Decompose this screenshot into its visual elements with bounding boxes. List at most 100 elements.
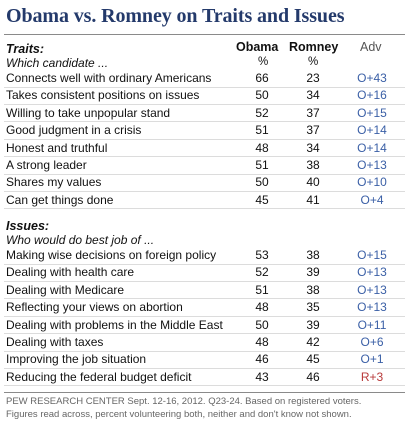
advantage-value: O+43 <box>357 71 387 85</box>
obama-value: 66 <box>255 71 269 85</box>
footer-note: Figures read across, percent volunteerin… <box>6 409 352 420</box>
table-row: Dealing with health care 52 39 O+13 <box>0 264 409 281</box>
table-row: Making wise decisions on foreign policy 5… <box>0 247 409 264</box>
table-row: Reflecting your views on abortion 48 35 O+1… <box>0 299 409 316</box>
romney-percent-unit: % <box>308 56 319 68</box>
table-row: Connects well with ordinary Americans 66 2… <box>0 70 409 87</box>
table-row: Honest and truthful 48 34 O+14 <box>0 140 409 157</box>
table-row: Dealing with Medicare 51 38 O+13 <box>0 282 409 299</box>
row-divider <box>4 298 405 300</box>
advantage-value: O+16 <box>357 88 387 103</box>
row-label: Dealing with taxes <box>6 335 104 349</box>
row-label: Dealing with problems in the Middle East <box>6 317 223 332</box>
row-divider <box>4 156 405 158</box>
obama-value: 45 <box>255 192 269 207</box>
advantage-value: O+15 <box>357 248 387 262</box>
row-divider <box>4 280 405 282</box>
advantage-value: O+14 <box>357 140 387 155</box>
column-header-obama: Obama <box>236 40 279 54</box>
obama-value: 50 <box>255 175 269 190</box>
advantage-value: O+1 <box>360 352 384 367</box>
romney-value: 23 <box>306 71 320 85</box>
issues-section-subtitle: Who would do best job of ... <box>6 233 155 247</box>
obama-value: 52 <box>255 265 269 280</box>
obama-value: 51 <box>255 158 269 172</box>
romney-value: 46 <box>306 369 320 384</box>
row-divider <box>4 367 405 369</box>
row-label: Connects well with ordinary Americans <box>6 71 212 85</box>
footer-source: PEW RESEARCH CENTER Sept. 12-16, 2012. Q… <box>6 396 362 407</box>
romney-value: 34 <box>306 140 320 155</box>
row-label: Improving the job situation <box>6 352 147 367</box>
row-label: Can get things done <box>6 192 114 207</box>
obama-value: 48 <box>255 140 269 155</box>
table-row: Reducing the federal budget deficit 43 46 R… <box>0 369 409 386</box>
row-divider <box>4 385 405 387</box>
row-divider <box>4 86 405 88</box>
romney-value: 37 <box>306 123 320 138</box>
row-divider <box>4 350 405 352</box>
chart-title: Obama vs. Romney on Traits and Issues <box>6 5 345 27</box>
advantage-value: O+4 <box>360 192 384 207</box>
romney-value: 37 <box>306 105 320 120</box>
advantage-value: O+13 <box>357 282 387 297</box>
obama-value: 48 <box>255 335 269 349</box>
advantage-value: O+13 <box>357 300 387 315</box>
bottom-divider <box>4 392 405 393</box>
advantage-value: O+11 <box>357 317 387 332</box>
romney-value: 38 <box>306 158 320 172</box>
row-divider <box>4 138 405 140</box>
row-label: Willing to take unpopular stand <box>6 105 171 120</box>
table-row: Dealing with taxes 48 42 O+6 <box>0 334 409 351</box>
romney-value: 45 <box>306 352 320 367</box>
advantage-value: O+14 <box>357 123 387 138</box>
issues-section-title: Issues: <box>6 219 50 233</box>
advantage-value: O+13 <box>357 158 387 172</box>
romney-value: 34 <box>306 88 320 103</box>
column-header-romney: Romney <box>289 40 339 54</box>
table-row: Improving the job situation 46 45 O+1 <box>0 351 409 368</box>
table-row: Can get things done 45 41 O+4 <box>0 192 409 209</box>
table-row: Shares my values 50 40 O+10 <box>0 174 409 191</box>
obama-value: 50 <box>255 88 269 103</box>
romney-value: 38 <box>306 248 320 262</box>
row-label: A strong leader <box>6 158 87 172</box>
row-label: Making wise decisions on foreign policy <box>6 248 217 262</box>
table-row: Willing to take unpopular stand 52 37 O+15 <box>0 105 409 122</box>
obama-value: 51 <box>255 123 269 138</box>
advantage-value: O+13 <box>357 265 387 280</box>
row-divider <box>4 173 405 175</box>
table-row: Takes consistent positions on issues 50 34… <box>0 87 409 104</box>
romney-value: 40 <box>306 175 320 190</box>
romney-value: 42 <box>306 335 320 349</box>
row-label: Good judgment in a crisis <box>6 123 142 138</box>
obama-value: 46 <box>255 352 269 367</box>
row-label: Honest and truthful <box>6 140 108 155</box>
advantage-value: O+15 <box>357 105 387 120</box>
row-divider <box>4 121 405 123</box>
traits-section-subtitle: Which candidate ... <box>6 56 109 70</box>
obama-value: 51 <box>255 282 269 297</box>
obama-percent-unit: % <box>258 56 269 68</box>
traits-section-title: Traits: <box>6 42 44 56</box>
row-label: Takes consistent positions on issues <box>6 88 200 103</box>
advantage-value: O+6 <box>360 335 384 349</box>
row-divider <box>4 190 405 192</box>
obama-value: 43 <box>255 369 269 384</box>
row-divider <box>4 315 405 317</box>
row-label: Shares my values <box>6 175 102 190</box>
table-row: Good judgment in a crisis 51 37 O+14 <box>0 122 409 139</box>
obama-value: 50 <box>255 317 269 332</box>
row-divider <box>4 208 405 210</box>
row-divider <box>4 263 405 265</box>
romney-value: 35 <box>306 300 320 315</box>
romney-value: 38 <box>306 282 320 297</box>
romney-value: 39 <box>306 265 320 280</box>
row-label: Reflecting your views on abortion <box>6 300 183 315</box>
row-label: Reducing the federal budget deficit <box>6 369 192 384</box>
advantage-value: O+10 <box>357 175 387 190</box>
romney-value: 41 <box>306 192 320 207</box>
row-label: Dealing with Medicare <box>6 282 125 297</box>
romney-value: 39 <box>306 317 320 332</box>
